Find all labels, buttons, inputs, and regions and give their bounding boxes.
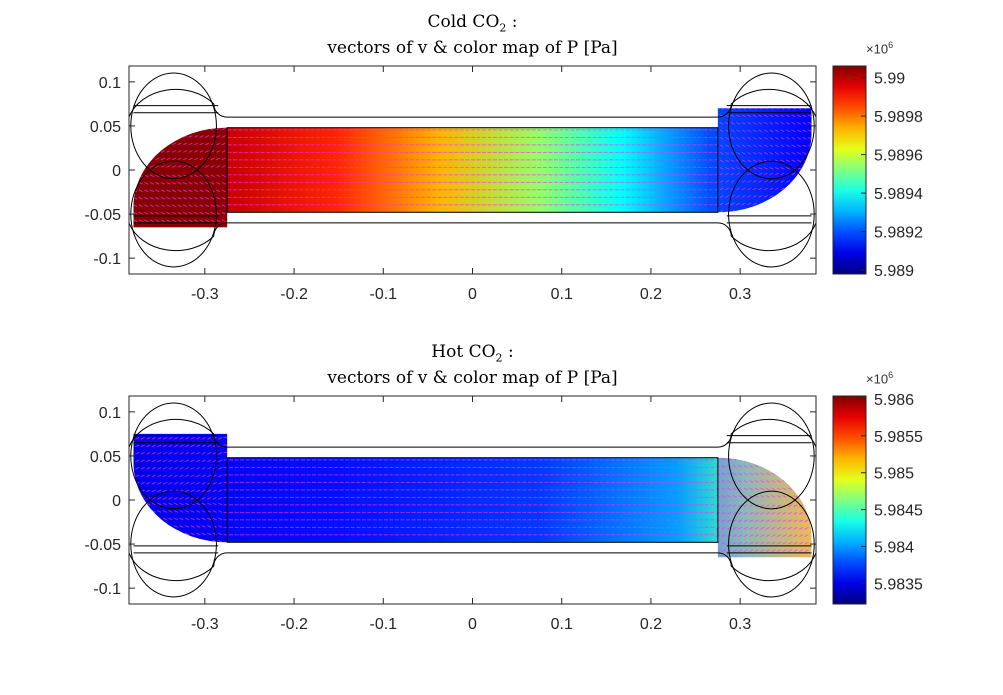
x-tick-label: -0.2 [280, 286, 308, 303]
x-tick-label: -0.1 [369, 616, 397, 633]
x-tick-label: 0.1 [551, 616, 573, 633]
outer-shell [128, 418, 817, 582]
x-tick-label: 0.1 [551, 286, 573, 303]
pressure-map [133, 108, 812, 228]
colorbar-tick-label: 5.9898 [874, 109, 923, 126]
y-tick-label: -0.1 [93, 581, 121, 598]
x-tick-label: 0.3 [729, 616, 751, 633]
colorbar-tick-label: 5.9835 [874, 576, 923, 593]
hot-title-line2: vectors of v & color map of P [Pa] [327, 368, 618, 388]
axes: -0.3 -0.2 -0.1 0 0.1 0.2 0.3 0.1 0.05 0 -0.05 -0.1 [85, 65, 817, 303]
channel-outline [226, 457, 719, 543]
hot-plot: -0.3 -0.2 -0.1 0 0.1 0.2 0.3 0.1 0.05 0 -0.05 -0.1 5… [85, 392, 924, 633]
colorbar-bar [832, 65, 867, 275]
outer-shell [128, 88, 817, 252]
x-tick-label: -0.2 [280, 616, 308, 633]
colorbar-tick-label: 5.9855 [874, 429, 923, 446]
colorbar-tick-label: 5.9892 [874, 225, 923, 242]
y-tick-label: -0.05 [85, 207, 122, 224]
colorbar: 5.986 5.9855 5.985 5.9845 5.984 5.9835 [832, 392, 923, 605]
colorbar-tick-label: 5.99 [874, 71, 905, 88]
x-tick-label: 0 [468, 286, 477, 303]
colorbar-tick-label: 5.986 [874, 392, 914, 409]
y-tick-label: 0 [112, 163, 121, 180]
hot-title-line1: Hot CO2 : [431, 342, 514, 365]
pressure-field [133, 108, 812, 228]
y-tick-label: 0.05 [90, 449, 121, 466]
x-tick-label: -0.3 [191, 286, 219, 303]
pressure-field [133, 433, 812, 558]
colorbar: 5.99 5.9898 5.9896 5.9894 5.9892 5.989 [832, 65, 923, 280]
cold-plot: -0.3 -0.2 -0.1 0 0.1 0.2 0.3 0.1 0.05 0 -0.05 -0.1 5… [85, 65, 923, 303]
colorbar-tick-label: 5.985 [874, 466, 914, 483]
x-tick-label: -0.1 [369, 286, 397, 303]
colorbar-bar [832, 395, 867, 605]
x-tick-label: 0.2 [640, 616, 662, 633]
x-tick-label: 0 [468, 616, 477, 633]
y-tick-label: -0.1 [93, 251, 121, 268]
y-tick-label: 0.05 [90, 119, 121, 136]
x-tick-label: 0.2 [640, 286, 662, 303]
y-tick-label: 0 [112, 493, 121, 510]
pressure-map [133, 433, 812, 558]
x-tick-label: 0.3 [729, 286, 751, 303]
colorbar-tick-label: 5.989 [874, 263, 914, 280]
y-tick-label: 0.1 [99, 405, 121, 422]
y-tick-label: -0.05 [85, 537, 122, 554]
cold-title-line1: Cold CO2 : [427, 12, 518, 35]
geometry-outline [128, 402, 817, 598]
colorbar-tick-label: 5.9894 [874, 186, 923, 203]
channel-outline [226, 127, 719, 213]
y-tick-label: 0.1 [99, 75, 121, 92]
x-tick-label: -0.3 [191, 616, 219, 633]
axes: -0.3 -0.2 -0.1 0 0.1 0.2 0.3 0.1 0.05 0 -0.05 -0.1 [85, 395, 817, 633]
cold-colorbar-exponent: ×106 [866, 40, 894, 57]
cold-co2-panel: Cold CO2 : vectors of v & color map of P… [0, 0, 1003, 330]
hot-colorbar-exponent: ×106 [866, 370, 894, 387]
hot-co2-panel: Hot CO2 : vectors of v & color map of P … [0, 330, 1003, 660]
colorbar-tick-label: 5.9845 [874, 503, 923, 520]
cold-title-line2: vectors of v & color map of P [Pa] [327, 38, 618, 58]
colorbar-tick-label: 5.984 [874, 539, 914, 556]
colorbar-tick-label: 5.9896 [874, 148, 923, 165]
